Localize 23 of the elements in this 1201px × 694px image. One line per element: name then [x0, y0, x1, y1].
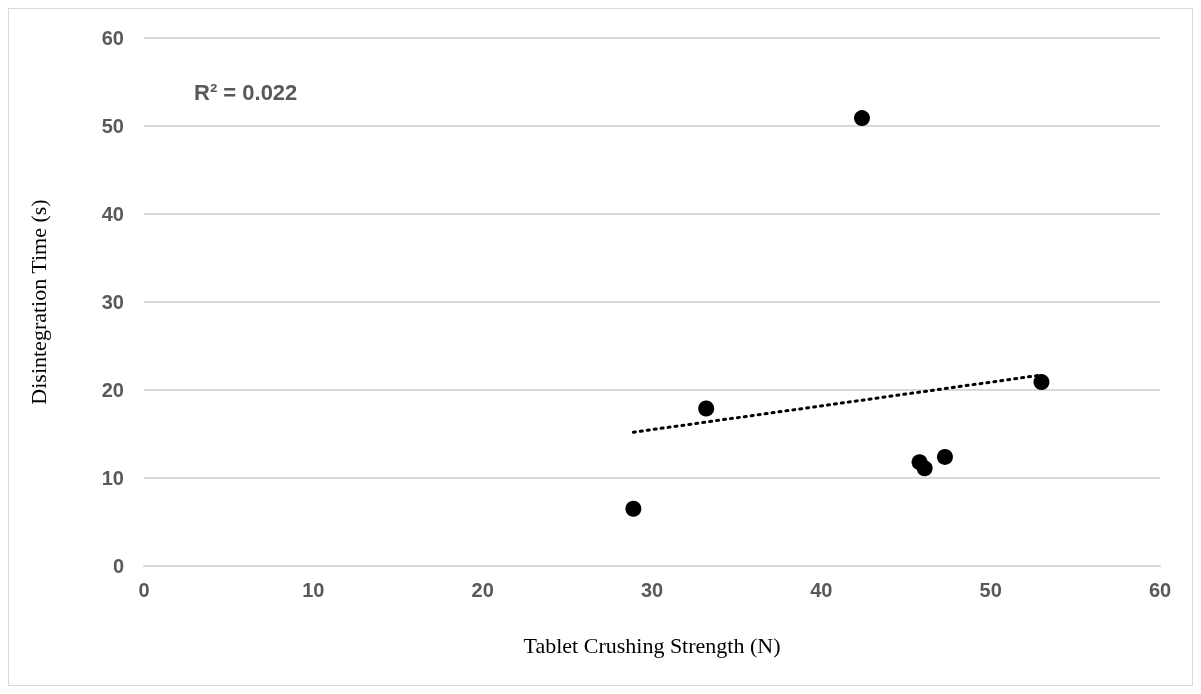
y-tick-label: 0: [112, 555, 124, 577]
point: [853, 110, 870, 127]
x-tick-label: 50: [979, 579, 1002, 601]
y-tick-label: 20: [101, 379, 124, 401]
y-tick-label: 30: [101, 291, 124, 313]
x-tick-label: 40: [810, 579, 833, 601]
point: [1033, 374, 1050, 391]
y-axis-title: Disintegration Time (s): [25, 199, 51, 405]
y-tick-label: 60: [101, 27, 124, 49]
x-tick-label: 60: [1148, 579, 1172, 601]
y-tick-label: 50: [101, 115, 124, 137]
x-axis-title: Tablet Crushing Strength (N): [523, 632, 781, 658]
point: [936, 448, 953, 465]
annotation: R² = 0.022: [194, 79, 298, 105]
x-tick-label: 30: [640, 579, 664, 601]
point: [625, 500, 642, 517]
point: [698, 400, 715, 417]
x-tick-label: 10: [302, 579, 325, 601]
y-tick-label: 40: [101, 203, 124, 225]
point: [916, 460, 933, 477]
x-tick-label: 0: [138, 579, 150, 601]
y-tick-label: 10: [101, 467, 124, 489]
x-tick-label: 20: [471, 579, 494, 601]
